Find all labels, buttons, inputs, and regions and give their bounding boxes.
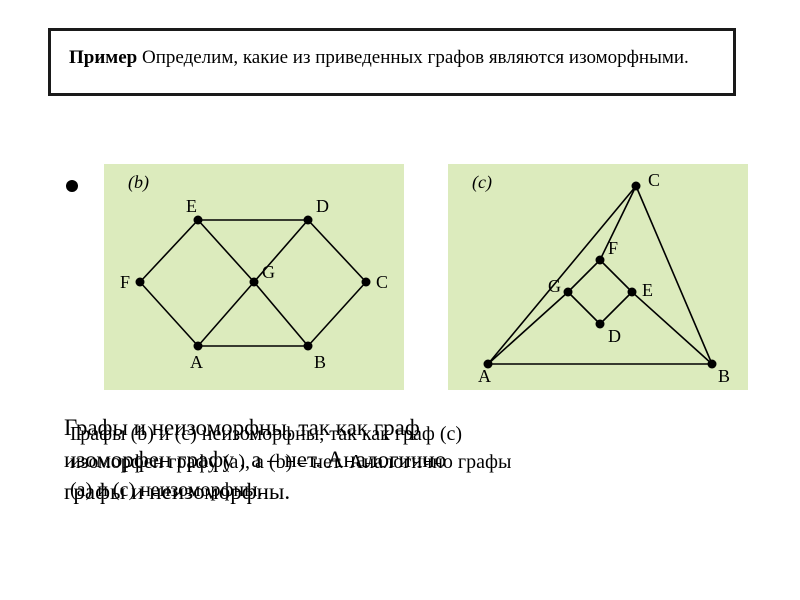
node-E — [194, 216, 203, 225]
node-F — [596, 256, 605, 265]
node-D — [596, 320, 605, 329]
node-label-A: A — [478, 366, 491, 386]
node-E — [628, 288, 637, 297]
node-label-G: G — [548, 276, 561, 296]
node-B — [708, 360, 717, 369]
edge-F-E — [600, 260, 632, 292]
title-bold-label: Пример — [69, 47, 137, 68]
slide-root: Пример Определим, какие из приведенных г… — [0, 0, 800, 600]
node-C — [362, 278, 371, 287]
edge-F-A — [140, 282, 198, 346]
node-label-F: F — [120, 272, 130, 292]
edge-E-F — [140, 220, 198, 282]
node-C — [632, 182, 641, 191]
edge-D-C — [308, 220, 366, 282]
bullet-dot — [66, 180, 78, 192]
caption-front-layer: Графы и неизоморфны, так как граф изомор… — [64, 412, 446, 509]
node-label-D: D — [316, 196, 329, 216]
node-B — [304, 342, 313, 351]
title-text: Пример Определим, какие из приведенных г… — [69, 45, 715, 71]
node-label-A: A — [190, 352, 203, 372]
caption-front-l3: графы и неизоморфны. — [64, 479, 290, 504]
node-label-E: E — [642, 280, 653, 300]
node-label-B: B — [314, 352, 326, 372]
edge-G-B — [254, 282, 308, 346]
edge-G-D — [568, 292, 600, 324]
edge-B-C — [636, 186, 712, 364]
panel-label: (b) — [128, 172, 149, 193]
edge-F-G — [568, 260, 600, 292]
title-box: Пример Определим, какие из приведенных г… — [48, 28, 736, 96]
node-A — [194, 342, 203, 351]
edge-E-G — [198, 220, 254, 282]
node-label-G: G — [262, 262, 275, 282]
edge-E-D — [600, 292, 632, 324]
caption-front-l2: изоморфен графу , а – нет. Аналогично — [64, 447, 446, 472]
caption-front-l1: Графы и неизоморфны, так как граф — [64, 415, 420, 440]
edge-C-B — [308, 282, 366, 346]
diagram-b: (b) E D F G C A B — [104, 164, 404, 390]
node-label-C: C — [648, 170, 660, 190]
edge-B-E — [632, 292, 712, 364]
diagram-c: (c) C F G E D A B — [448, 164, 748, 390]
node-label-E: E — [186, 196, 197, 216]
node-F — [136, 278, 145, 287]
node-label-F: F — [608, 238, 618, 258]
title-rest: Определим, какие из приведенных графов я… — [137, 47, 689, 68]
diagram-b-svg: (b) E D F G C A B — [104, 164, 404, 390]
diagram-c-svg: (c) C F G E D A B — [448, 164, 748, 390]
node-D — [304, 216, 313, 225]
node-label-C: C — [376, 272, 388, 292]
edge-A-G — [488, 292, 568, 364]
node-G — [250, 278, 259, 287]
node-label-B: B — [718, 366, 730, 386]
edge-G-A — [198, 282, 254, 346]
node-G — [564, 288, 573, 297]
panel-label: (c) — [472, 172, 492, 193]
node-label-D: D — [608, 326, 621, 346]
